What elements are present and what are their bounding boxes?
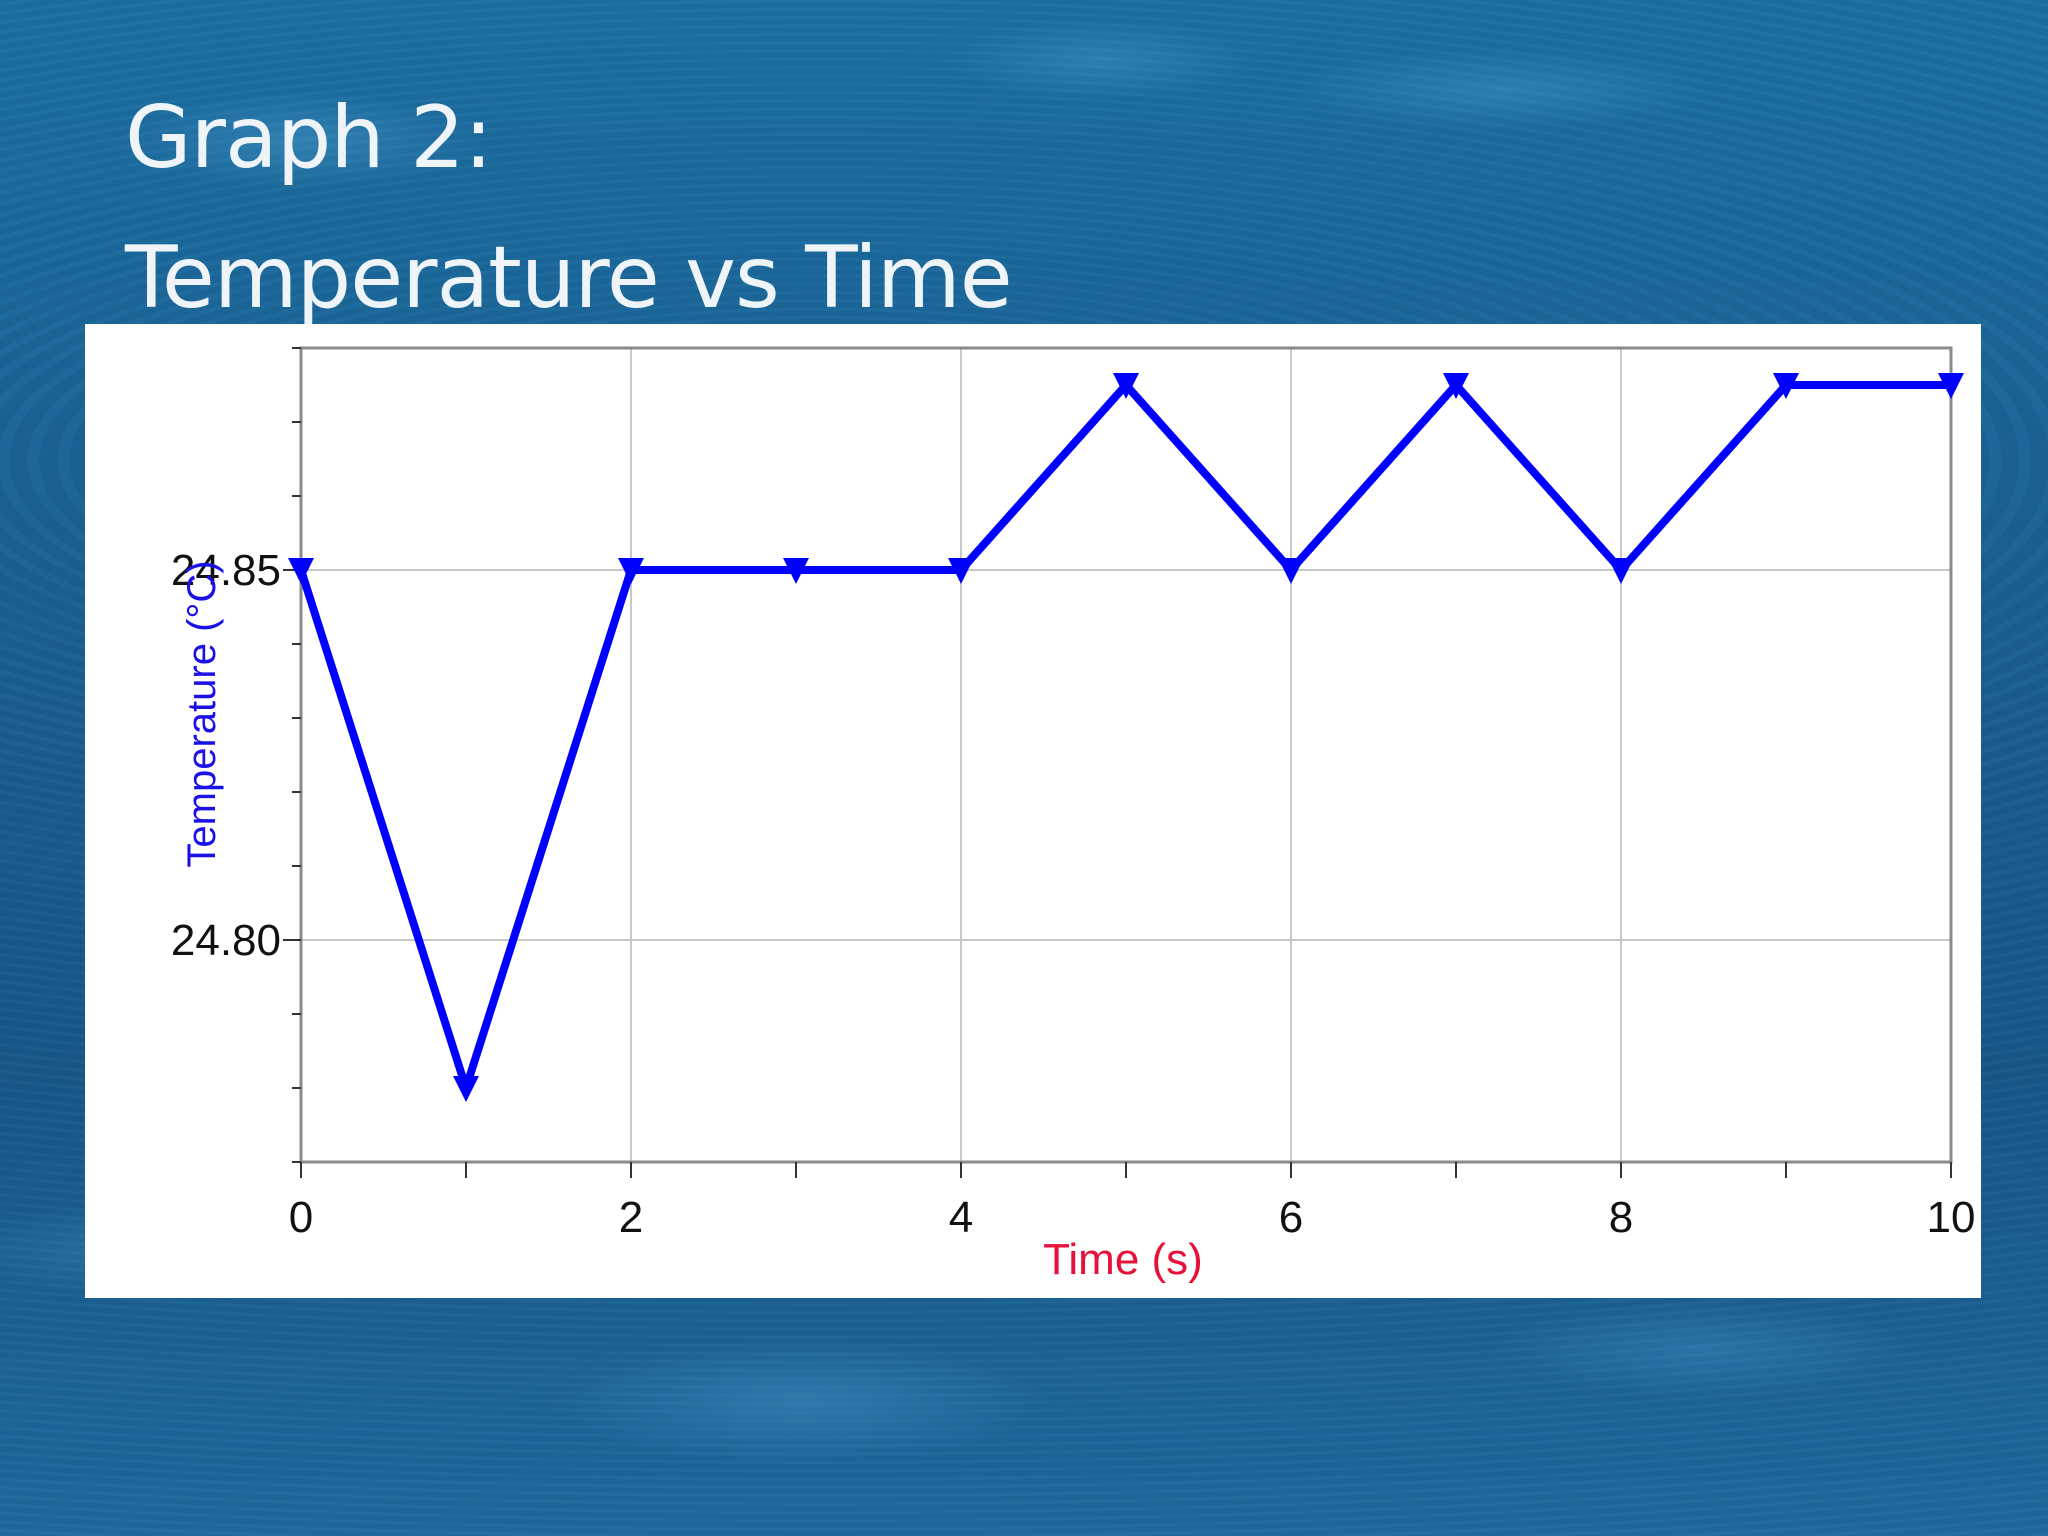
y-tick-label-0: 24.80 [171,916,281,965]
axis-ticks: 0 2 4 6 8 10 24.80 24.85 [171,347,1976,1242]
data-point-10 [1938,373,1964,399]
slide-title-line1: Graph 2: [125,88,493,188]
x-tick-label-10: 10 [1927,1193,1976,1242]
x-axis-title: Time (s) [1043,1235,1203,1284]
temperature-chart: 0 2 4 6 8 10 24.80 24.85 Temperature (°C) Time … [171,346,1976,1284]
series-line [297,378,1951,1102]
y-axis-title: Temperature (°C) [180,560,224,867]
x-tick-label-0: 0 [289,1193,313,1242]
data-point-6 [1278,558,1304,584]
data-point-9 [1773,373,1799,399]
data-point-3 [783,558,809,584]
data-point-1 [453,1076,479,1102]
data-point-8 [1608,558,1634,584]
data-point-7 [1443,373,1469,399]
x-tick-label-4: 4 [949,1193,973,1242]
data-point-0 [288,558,314,584]
y-tick-label-1: 24.85 [171,546,281,595]
chart-panel: 0 2 4 6 8 10 24.80 24.85 Temperature (°C) Time … [85,324,1981,1298]
grid-lines [300,348,1952,1162]
slide-title: Graph 2: Temperature vs Time [125,68,1013,348]
slide-title-line2: Temperature vs Time [125,228,1013,328]
data-point-4 [948,558,974,584]
data-point-5 [1113,373,1139,399]
x-tick-label-8: 8 [1609,1193,1633,1242]
x-tick-label-6: 6 [1279,1193,1303,1242]
x-tick-label-2: 2 [619,1193,643,1242]
data-point-2 [618,558,644,584]
series-group [288,373,1964,1102]
plot-frame [299,346,1953,1164]
